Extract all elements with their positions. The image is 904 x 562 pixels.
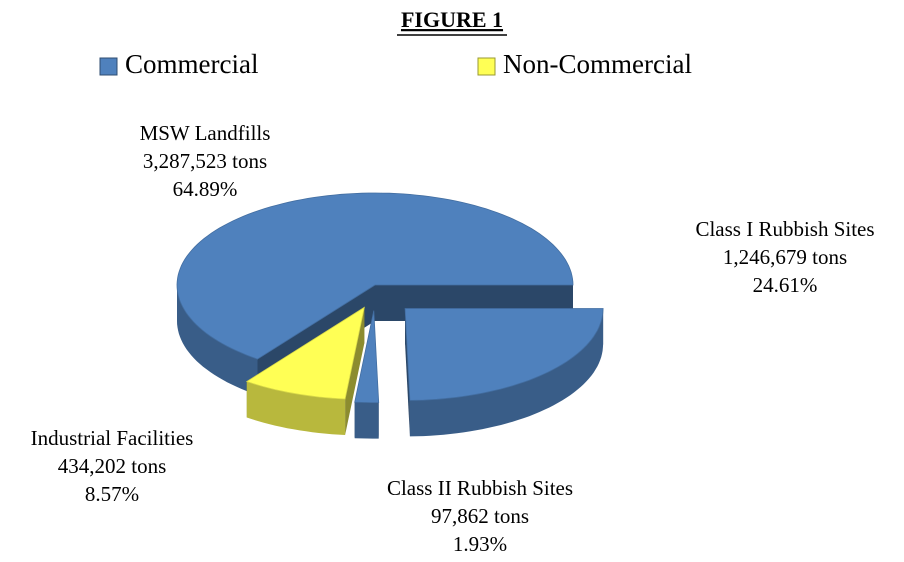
slice-category: Class I Rubbish Sites [695,217,874,241]
slice-side [405,308,410,437]
slice-category: Class II Rubbish Sites [387,476,573,500]
slice [176,192,574,360]
slice-percent-label: 24.61% [753,273,818,297]
slice-wall [354,402,379,439]
slice-wall [246,381,346,435]
slice-category: MSW Landfills [140,121,271,145]
slice-category: Industrial Facilities [31,426,194,450]
slice-value-label: 97,862 tons [431,504,529,528]
slice [354,310,380,403]
slice-value-label: 434,202 tons [58,454,167,478]
chart-title: FIGURE 1 [401,7,503,32]
slice [245,306,365,400]
legend-swatch [99,57,118,76]
slice-value-label: 3,287,523 tons [143,149,267,173]
slice-percent-label: 64.89% [173,177,238,201]
slice [404,308,604,401]
slice-wall [177,285,258,396]
slice-wall [409,308,604,437]
slice-value-label: 1,246,679 tons [723,245,847,269]
slice-percent-label: 1.93% [453,532,507,556]
legend-label: Commercial [125,49,258,79]
slice-percent-label: 8.57% [85,482,139,506]
legend-label: Non-Commercial [503,49,692,79]
legend-swatch [477,57,496,76]
